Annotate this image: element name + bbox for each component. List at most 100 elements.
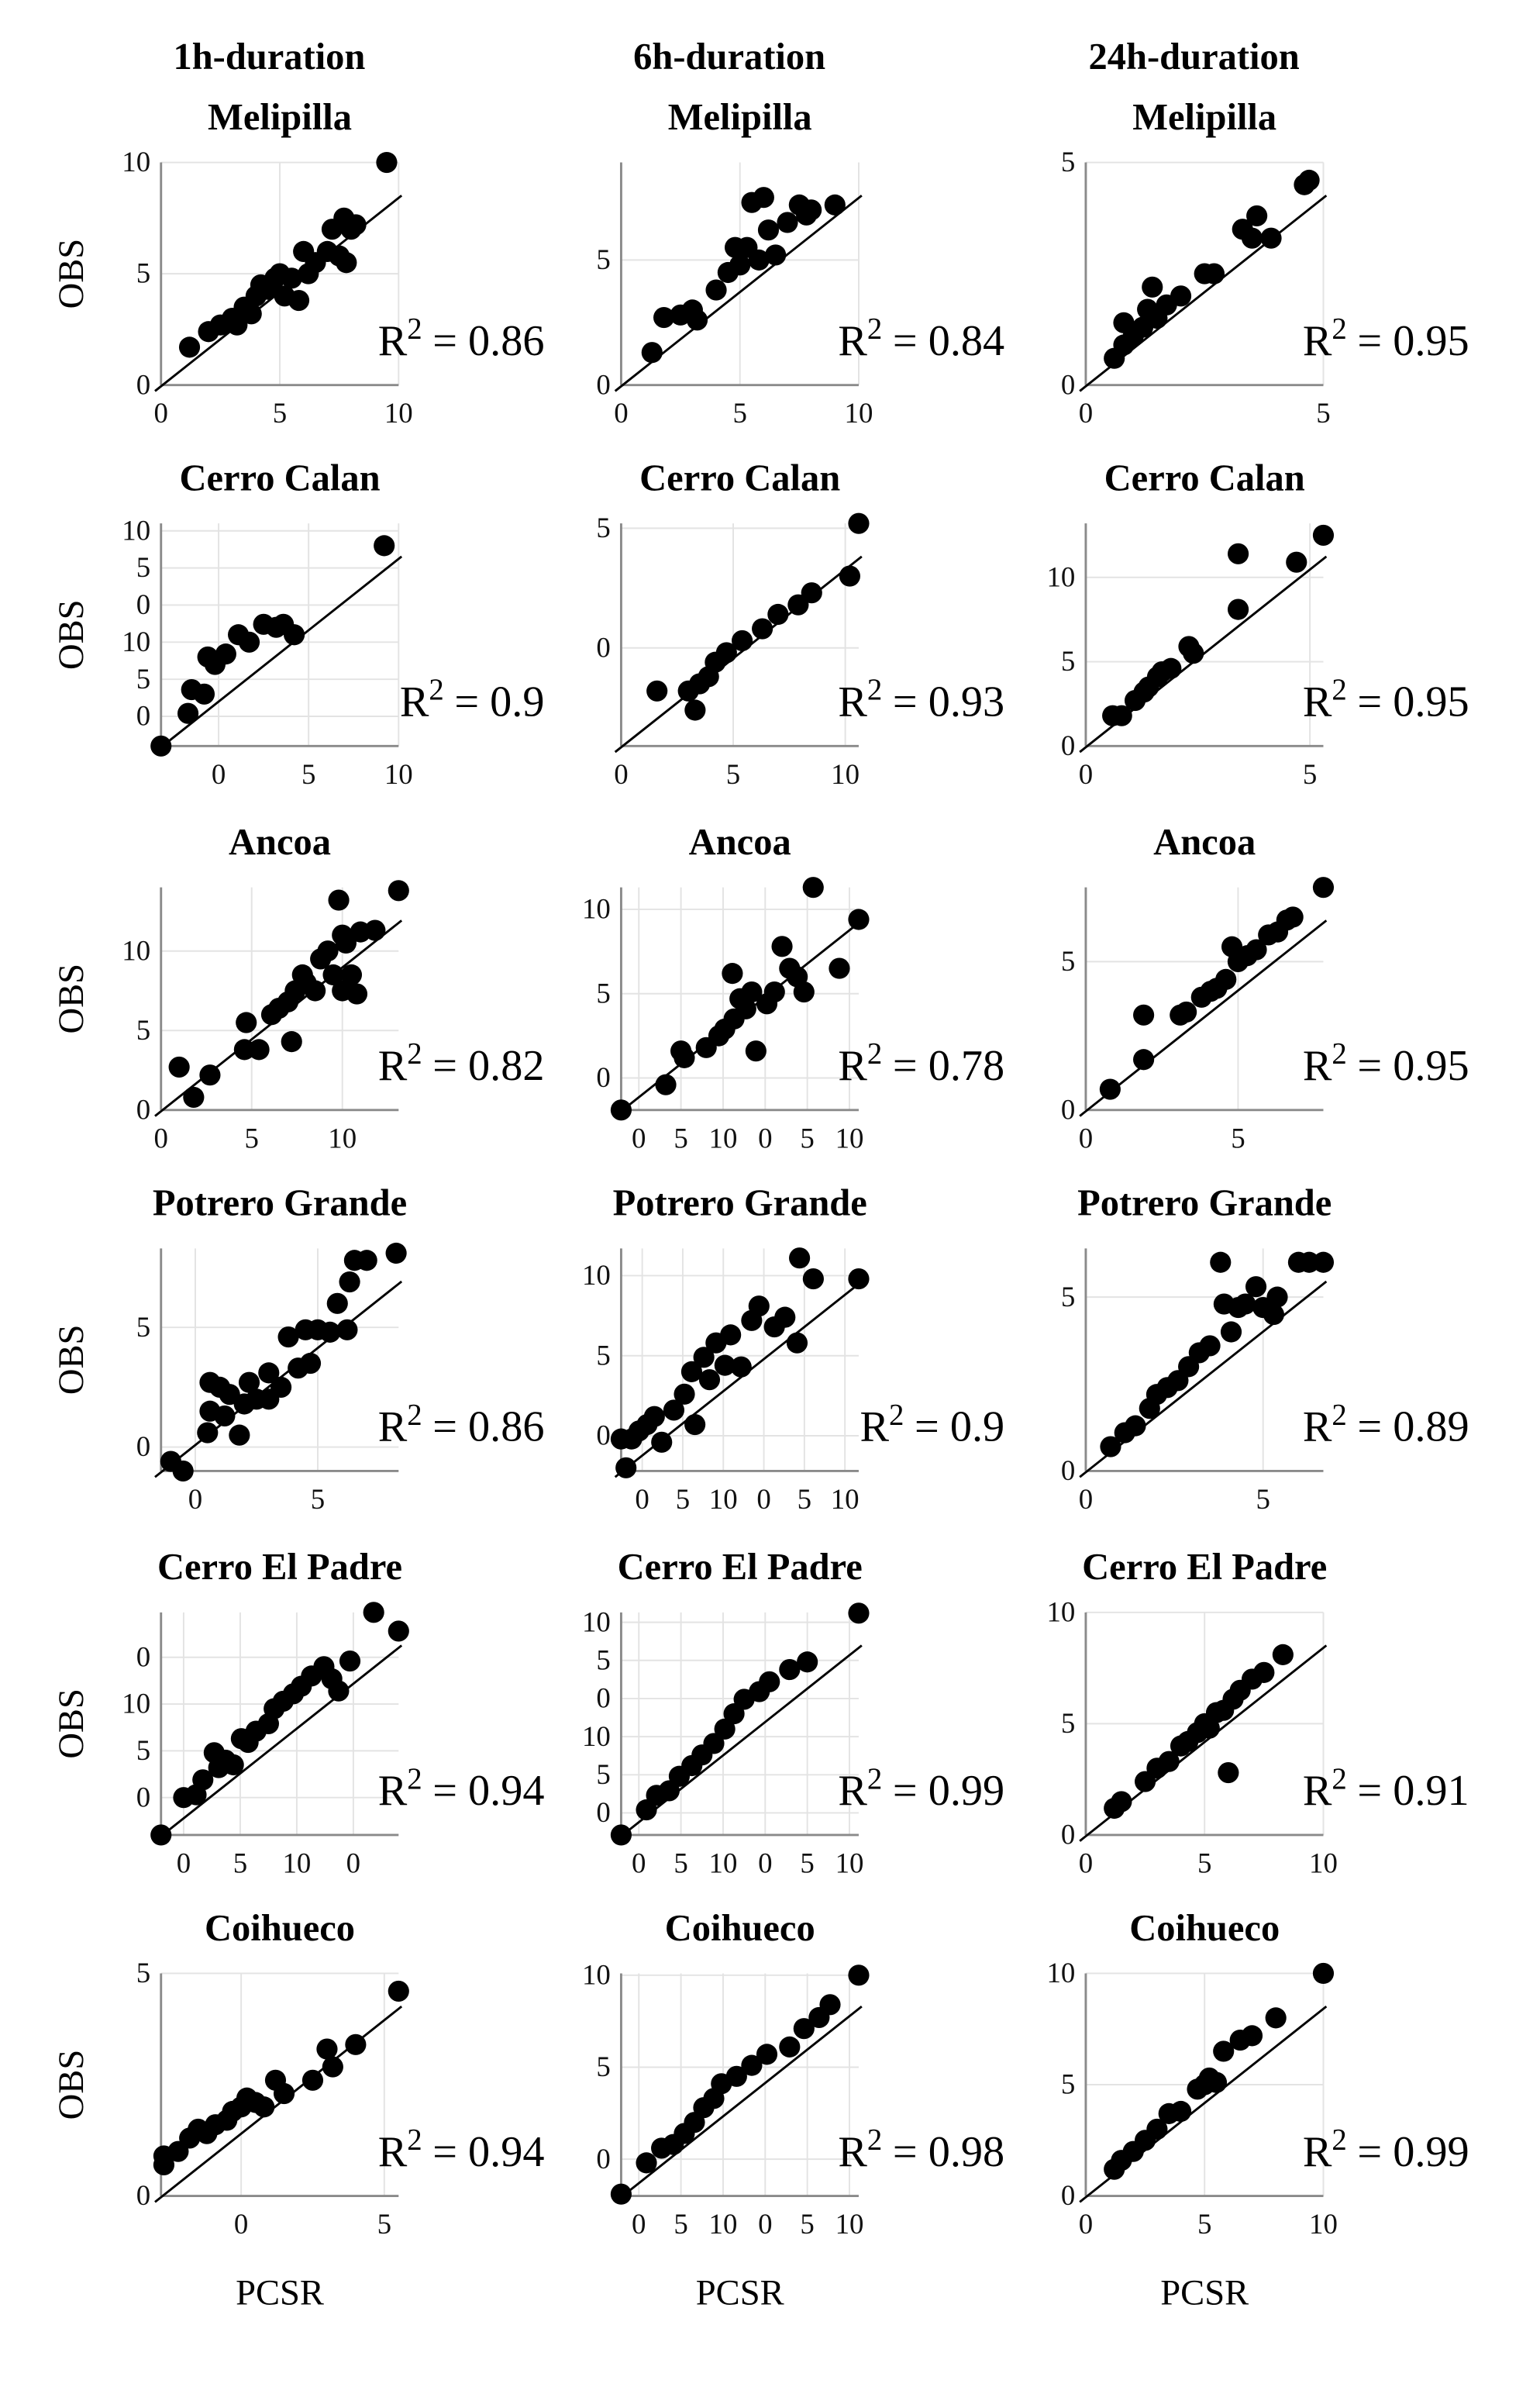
point <box>1100 1436 1121 1457</box>
point <box>299 1352 322 1375</box>
point <box>1263 1303 1284 1326</box>
point <box>322 2056 343 2078</box>
y-tick-label: 0 <box>136 2179 150 2211</box>
point <box>288 289 310 312</box>
panel: Ancoa 0 5 10 0 5 10 R2 = 0.82 OBS <box>52 822 545 1154</box>
x-tick-label: 0 <box>234 2208 248 2240</box>
point <box>335 932 357 954</box>
point <box>722 963 743 985</box>
r2-value: = 0.82 <box>432 1042 544 1090</box>
point <box>258 1362 280 1384</box>
point <box>340 964 363 986</box>
r2-symbol: R <box>860 1403 890 1451</box>
point <box>729 254 751 276</box>
point <box>356 1250 377 1271</box>
r2-symbol: R <box>1303 1403 1332 1451</box>
x-tick-label: 10 <box>835 1847 864 1878</box>
reference-line <box>154 2006 403 2203</box>
point <box>1245 1276 1267 1298</box>
r2-exponent: 2 <box>407 1037 422 1071</box>
point <box>1266 1286 1288 1308</box>
y-tick-label: 0 <box>136 1640 150 1672</box>
point <box>328 889 350 911</box>
r2-value: = 0.94 <box>432 1767 544 1815</box>
y-tick-label: 0 <box>136 1430 150 1462</box>
panel-title: Potrero Grande <box>613 1183 867 1224</box>
r2-exponent: 2 <box>407 2123 422 2156</box>
r2-value: = 0.99 <box>1357 2128 1469 2176</box>
point <box>745 1040 767 1062</box>
panel-title: Potrero Grande <box>1077 1183 1332 1224</box>
point <box>226 314 248 336</box>
x-tick-label: 0 <box>756 1483 770 1515</box>
point <box>720 1324 742 1346</box>
r2-value: = 0.91 <box>1357 1767 1469 1815</box>
x-tick-label: 5 <box>1197 2208 1211 2240</box>
r2-exponent: 2 <box>407 1398 422 1431</box>
point <box>765 244 787 266</box>
point <box>777 212 798 233</box>
r2-annotation: R2 = 0.95 <box>1303 1037 1469 1090</box>
point <box>732 630 753 652</box>
y-tick-label: 5 <box>136 663 150 695</box>
x-tick-label: 10 <box>282 1847 311 1878</box>
point <box>1241 227 1263 249</box>
y-tick-label: 5 <box>1061 1707 1075 1739</box>
point <box>1160 657 1182 679</box>
point <box>725 2065 747 2087</box>
point <box>238 1371 260 1393</box>
point <box>839 565 860 587</box>
y-tick-label: 10 <box>582 893 611 925</box>
y-tick-label: 0 <box>1061 1454 1075 1486</box>
r2-symbol: R <box>838 678 867 726</box>
point <box>319 1321 341 1343</box>
point <box>774 1306 796 1328</box>
point <box>741 2054 763 2076</box>
r2-value: = 0.95 <box>1357 678 1469 726</box>
x-tick-label: 5 <box>1256 1483 1270 1515</box>
x-tick-label: 5 <box>273 397 287 429</box>
y-tick-label: 0 <box>1061 1093 1075 1125</box>
point <box>693 1347 715 1368</box>
x-tick-label: 5 <box>1231 1122 1245 1154</box>
point <box>1176 1001 1197 1023</box>
x-tick-label: 0 <box>346 1847 360 1878</box>
point <box>273 2082 295 2105</box>
panel-title: Cerro El Padre <box>1082 1547 1327 1588</box>
r2-annotation: R2 = 0.99 <box>1303 2123 1469 2175</box>
r2-exponent: 2 <box>867 1037 882 1071</box>
point <box>1260 227 1282 249</box>
point <box>1282 906 1304 928</box>
x-tick-label: 5 <box>674 1847 687 1878</box>
y-tick-label: 5 <box>596 2051 610 2082</box>
point <box>197 1422 219 1444</box>
r2-symbol: R <box>378 1403 408 1451</box>
point <box>767 603 789 626</box>
point <box>1142 276 1163 298</box>
x-tick-label: 10 <box>384 758 413 790</box>
point <box>779 1658 801 1681</box>
r2-exponent: 2 <box>867 2123 882 2156</box>
y-tick-label: 10 <box>1046 1957 1075 1989</box>
point <box>793 2018 815 2040</box>
point <box>1213 2040 1235 2062</box>
point <box>787 594 809 616</box>
point <box>786 1332 808 1354</box>
point <box>150 735 172 757</box>
r2-annotation: R2 = 0.86 <box>378 312 545 365</box>
point <box>779 2036 801 2058</box>
panel: Ancoa 0 5 0 5 R2 = 0.95 <box>1061 822 1469 1154</box>
r2-value: = 0.9 <box>454 678 544 726</box>
point <box>824 194 846 216</box>
r2-symbol: R <box>378 2128 408 2176</box>
r2-symbol: R <box>1303 2128 1332 2176</box>
y-axis-label: OBS <box>52 964 91 1034</box>
reference-line <box>154 1644 403 1842</box>
point <box>793 981 815 1003</box>
point <box>336 252 357 274</box>
y-tick-label: 5 <box>596 243 610 275</box>
point <box>1210 1251 1232 1273</box>
r2-exponent: 2 <box>407 312 422 346</box>
